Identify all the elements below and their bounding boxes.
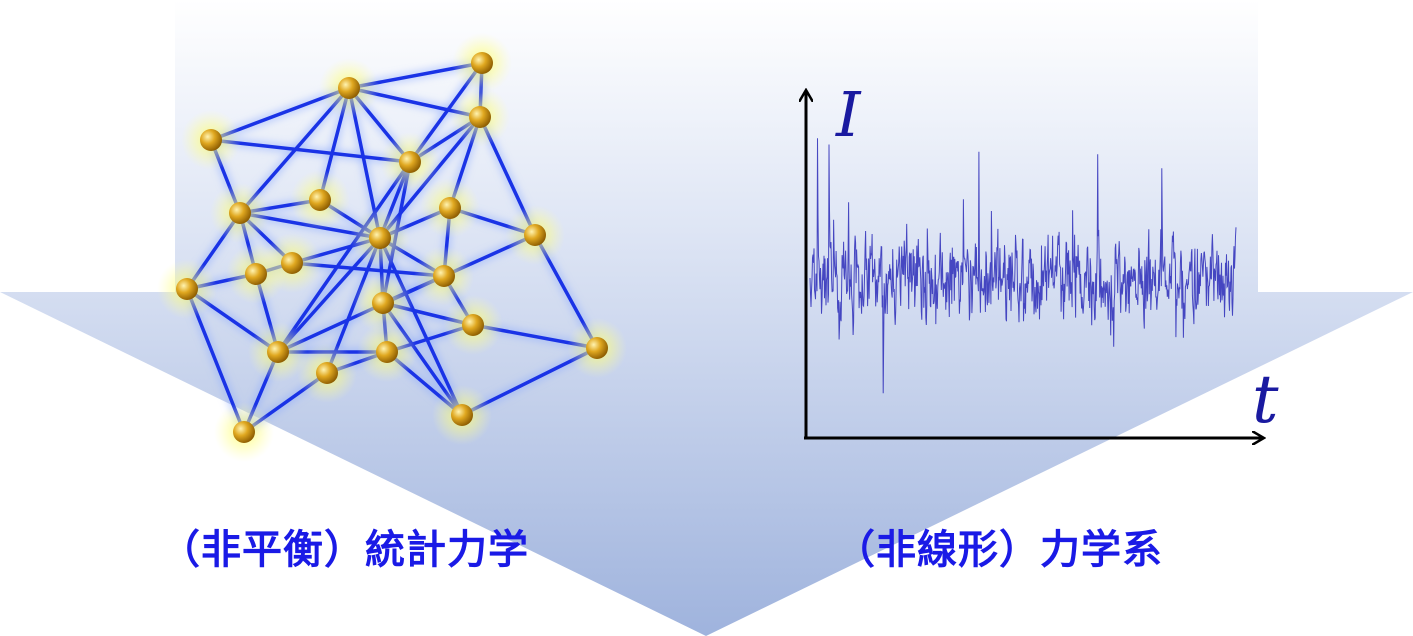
- network-node: [316, 362, 338, 384]
- network-node: [469, 106, 491, 128]
- network-edge: [378, 236, 464, 417]
- network-node: [267, 341, 289, 363]
- network-node: [338, 77, 360, 99]
- network-node: [471, 52, 493, 74]
- network-node: [372, 292, 394, 314]
- network-node: [281, 252, 303, 274]
- network-node: [376, 341, 398, 363]
- caption-dynamical-systems: （非線形）力学系: [835, 527, 1163, 573]
- network-node: [229, 202, 251, 224]
- network-node: [439, 197, 461, 219]
- network-node: [399, 151, 421, 173]
- x-axis-label: t: [1252, 361, 1279, 438]
- signal-trace: [809, 138, 1237, 394]
- network-node: [200, 129, 222, 151]
- network-graph: [157, 33, 627, 462]
- network-node: [586, 337, 608, 359]
- network-node: [433, 265, 455, 287]
- network-node: [524, 224, 546, 246]
- time-series-plot: I t: [804, 78, 1279, 438]
- network-edge: [209, 138, 412, 164]
- network-node: [451, 404, 473, 426]
- network-edge: [276, 160, 412, 354]
- network-node: [369, 227, 391, 249]
- network-node: [309, 189, 331, 211]
- y-axis-label: I: [835, 78, 862, 151]
- network-node: [176, 278, 198, 300]
- network-node: [245, 263, 267, 285]
- caption-statistical-mechanics: （非平衡）統計力学: [160, 527, 529, 573]
- network-node: [233, 421, 255, 443]
- network-node: [462, 314, 484, 336]
